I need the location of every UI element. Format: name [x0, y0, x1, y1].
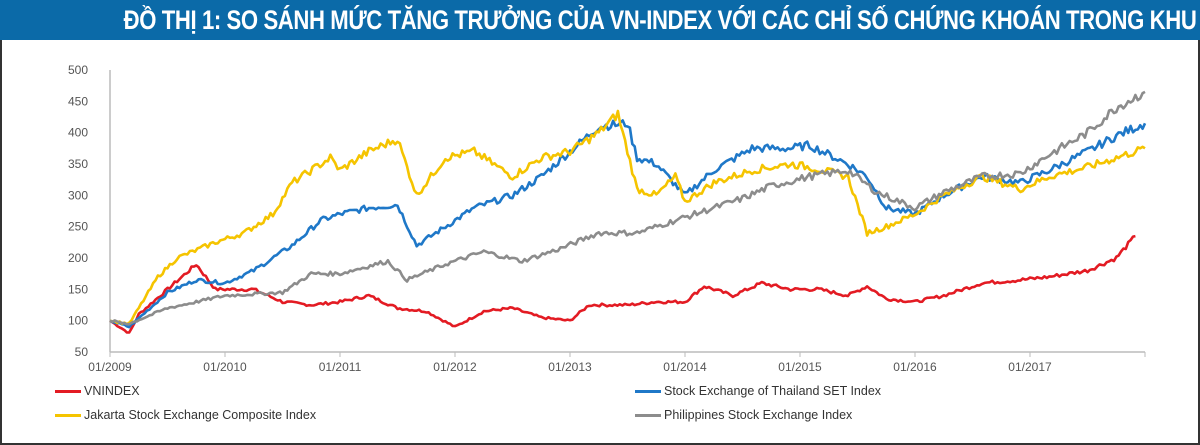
- legend-swatch: [55, 413, 81, 417]
- x-tick-label: 01/2013: [548, 360, 592, 374]
- series-line-0: [109, 234, 1136, 334]
- legend-label: Stock Exchange of Thailand SET Index: [664, 384, 882, 398]
- x-tick-label: 01/2010: [203, 360, 247, 374]
- legend-item: Stock Exchange of Thailand SET Index: [635, 384, 881, 398]
- y-tick-label: 350: [68, 157, 88, 171]
- y-tick-label: 50: [75, 345, 89, 359]
- x-tick-label: 01/2016: [893, 360, 937, 374]
- y-tick-label: 100: [68, 314, 88, 328]
- legend-swatch: [55, 389, 81, 393]
- legend-swatch: [635, 413, 661, 417]
- series-line-3: [109, 90, 1146, 326]
- legend-label: Jakarta Stock Exchange Composite Index: [84, 408, 317, 422]
- x-tick-label: 01/2017: [1008, 360, 1052, 374]
- x-tick-label: 01/2015: [778, 360, 822, 374]
- legend-swatch: [635, 389, 661, 393]
- x-tick-label: 01/2011: [319, 360, 362, 374]
- y-tick-label: 150: [68, 282, 88, 296]
- legend-item: VNINDEX: [55, 384, 140, 398]
- y-tick-label: 400: [68, 126, 88, 140]
- x-tick-label: 01/2014: [663, 360, 707, 374]
- y-tick-label: 250: [68, 220, 88, 234]
- legend-item: Jakarta Stock Exchange Composite Index: [55, 408, 316, 422]
- legend-item: Philippines Stock Exchange Index: [635, 408, 852, 422]
- chart-title-bar: ĐỒ THỊ 1: SO SÁNH MỨC TĂNG TRƯỞNG CỦA VN…: [0, 0, 1200, 40]
- y-tick-label: 500: [68, 63, 88, 77]
- legend-label: Philippines Stock Exchange Index: [664, 408, 853, 422]
- y-tick-label: 200: [68, 251, 88, 265]
- legend-label: VNINDEX: [84, 384, 140, 398]
- x-tick-label: 01/2009: [88, 360, 132, 374]
- series-line-2: [109, 109, 1146, 326]
- y-tick-label: 450: [68, 94, 88, 108]
- y-tick-label: 300: [68, 188, 88, 202]
- chart-title: ĐỒ THỊ 1: SO SÁNH MỨC TĂNG TRƯỞNG CỦA VN…: [123, 5, 1200, 35]
- x-tick-label: 01/2012: [433, 360, 477, 374]
